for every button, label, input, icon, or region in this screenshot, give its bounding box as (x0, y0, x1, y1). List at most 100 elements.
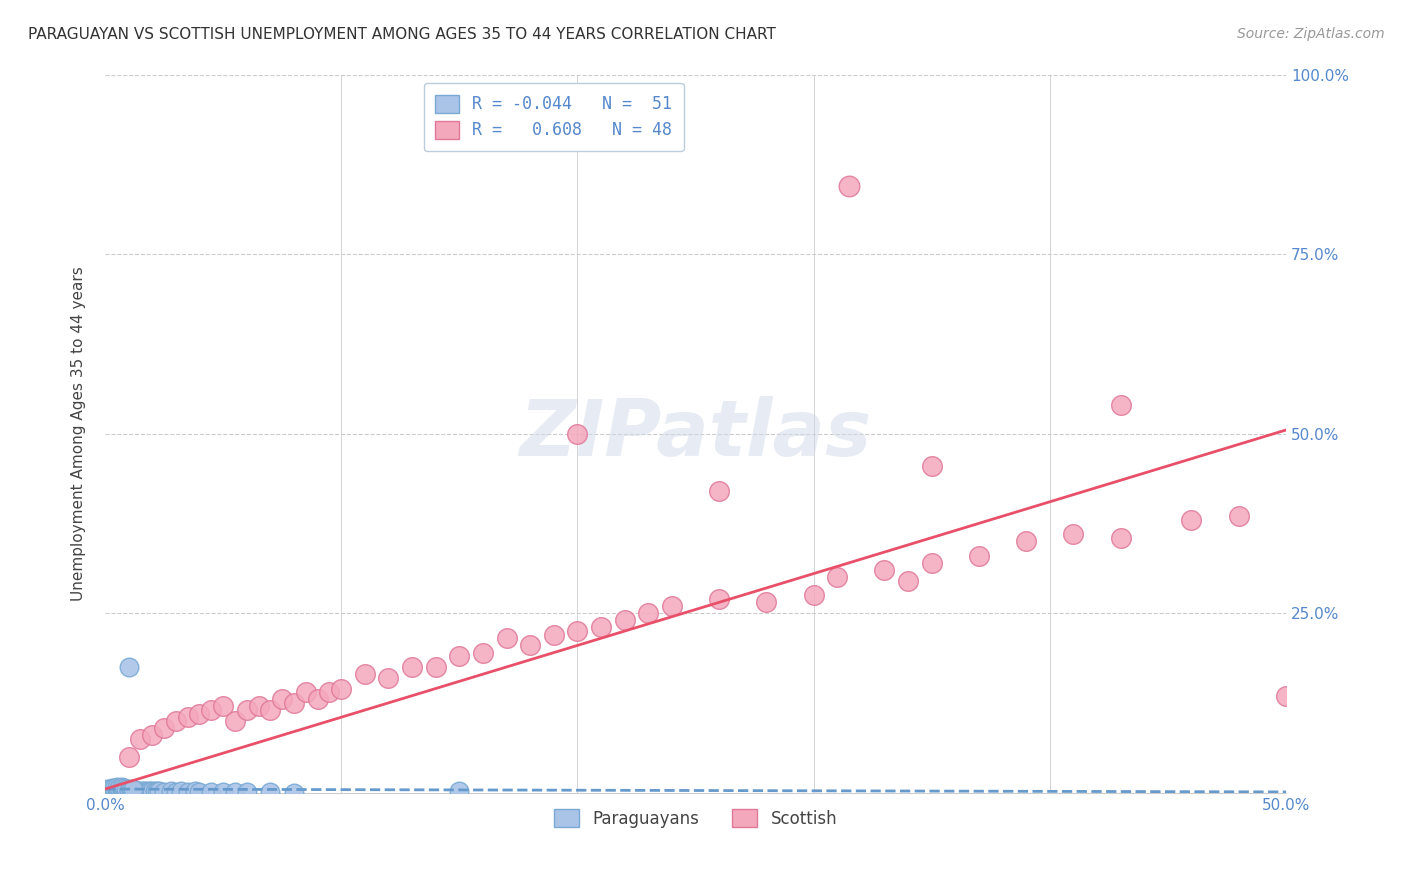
Point (96, 782, 118, 797)
Point (184, 784, 207, 798)
Point (101, 782, 124, 797)
Point (136, 784, 159, 798)
Point (661, 599, 683, 613)
Point (330, 681, 353, 696)
Point (825, 570, 848, 584)
Point (200, 785, 222, 799)
Point (200, 703, 222, 717)
Point (165, 714, 187, 728)
Point (108, 784, 131, 798)
Point (101, 780, 124, 795)
Point (105, 782, 128, 797)
Point (115, 782, 138, 797)
Point (160, 784, 183, 798)
Point (141, 784, 163, 798)
Point (307, 692, 329, 706)
Point (353, 667, 375, 681)
Point (212, 785, 235, 799)
Point (1109, 398, 1132, 412)
Point (110, 783, 132, 797)
Point (120, 782, 142, 797)
Point (707, 483, 730, 498)
Point (110, 780, 132, 794)
Y-axis label: Unemployment Among Ages 35 to 44 years: Unemployment Among Ages 35 to 44 years (72, 266, 86, 601)
Point (176, 785, 198, 799)
Point (1015, 534, 1038, 549)
Point (1227, 509, 1250, 524)
Point (471, 646, 494, 660)
Point (318, 685, 340, 699)
Point (132, 784, 155, 798)
Point (235, 785, 257, 799)
Text: ZIPatlas: ZIPatlas (519, 395, 872, 472)
Point (967, 549, 990, 563)
Point (112, 782, 135, 797)
Point (103, 784, 125, 798)
Point (838, 178, 860, 193)
Point (1180, 513, 1202, 527)
Point (449, 649, 471, 664)
Point (188, 785, 211, 799)
Point (188, 706, 211, 721)
Point (127, 784, 149, 798)
Point (108, 782, 131, 797)
Point (169, 784, 191, 798)
Point (143, 784, 166, 798)
Point (176, 710, 198, 724)
Point (495, 632, 517, 646)
Point (105, 780, 128, 794)
Point (117, 749, 139, 764)
Point (146, 783, 169, 797)
Point (134, 783, 156, 797)
Point (377, 671, 399, 685)
Point (112, 784, 135, 798)
Point (108, 780, 131, 795)
Point (212, 699, 235, 714)
Point (921, 458, 943, 473)
Point (122, 784, 145, 798)
Point (755, 595, 778, 609)
Point (235, 703, 257, 717)
Point (148, 784, 170, 798)
Point (589, 620, 612, 634)
Point (125, 783, 148, 797)
Point (921, 556, 943, 570)
Point (117, 784, 139, 798)
Point (707, 591, 730, 606)
Point (637, 606, 659, 620)
Point (115, 783, 138, 797)
Point (425, 660, 447, 674)
Point (543, 628, 565, 642)
Point (1275, 689, 1298, 703)
Point (613, 613, 636, 627)
Point (165, 785, 187, 799)
Point (283, 786, 305, 800)
Point (224, 714, 246, 728)
Point (294, 685, 316, 699)
Point (129, 783, 152, 797)
Point (283, 696, 305, 710)
Point (567, 624, 589, 638)
Point (103, 781, 125, 796)
Point (449, 784, 471, 798)
Legend: Paraguayans, Scottish: Paraguayans, Scottish (547, 803, 844, 835)
Point (259, 703, 281, 717)
Text: Source: ZipAtlas.com: Source: ZipAtlas.com (1237, 27, 1385, 41)
Point (259, 785, 281, 799)
Point (122, 782, 145, 797)
Point (112, 781, 135, 796)
Point (1062, 527, 1084, 541)
Point (567, 426, 589, 441)
Point (120, 783, 142, 797)
Point (141, 728, 163, 742)
Point (271, 692, 294, 706)
Point (519, 639, 541, 653)
Point (110, 782, 132, 797)
Point (122, 782, 145, 797)
Point (129, 731, 152, 746)
Point (873, 563, 896, 577)
Point (897, 574, 920, 588)
Text: PARAGUAYAN VS SCOTTISH UNEMPLOYMENT AMONG AGES 35 TO 44 YEARS CORRELATION CHART: PARAGUAYAN VS SCOTTISH UNEMPLOYMENT AMON… (28, 27, 776, 42)
Point (803, 588, 825, 602)
Point (1109, 531, 1132, 545)
